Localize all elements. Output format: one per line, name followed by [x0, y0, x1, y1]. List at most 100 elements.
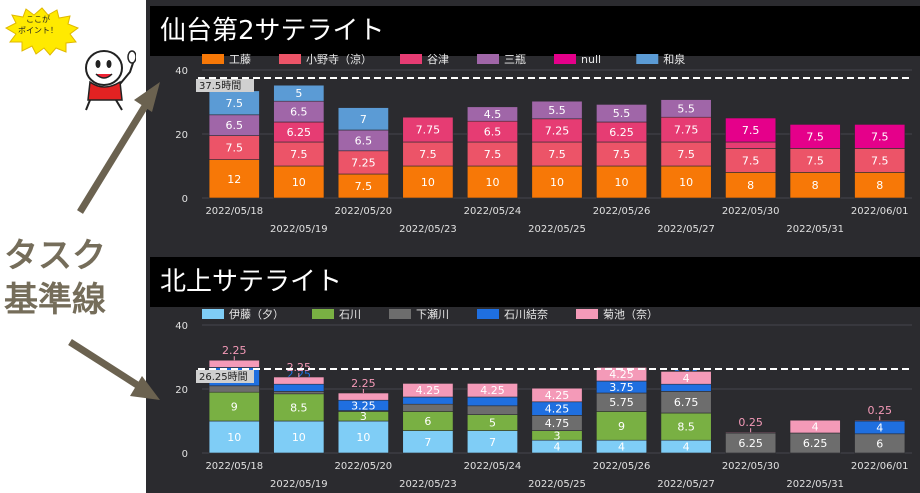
- bar-label-4-2: 6.5: [484, 126, 502, 139]
- bar-label-3-0: 7: [424, 436, 431, 449]
- bar-label-5-1: 3: [554, 429, 561, 442]
- bar-1-4: [273, 376, 325, 385]
- x-tick-label-8: 2022/05/30: [722, 461, 780, 472]
- bar-label-9-2: 6.25: [803, 437, 828, 450]
- bar-label-7-4: 4: [683, 372, 690, 385]
- bar-label-6-1: 7.5: [613, 148, 631, 161]
- legend-label-1: 小野寺（涼）: [306, 52, 372, 66]
- legend-swatch-5: [636, 54, 659, 64]
- bar-3-3: [402, 396, 454, 405]
- bar-10-4: [854, 419, 906, 422]
- legend-swatch-1: [312, 309, 334, 319]
- callout-text: ここが ポイント！: [18, 15, 58, 35]
- bar-label-10-4: 0.25: [867, 404, 892, 417]
- arrow-down-icon: [68, 339, 160, 400]
- x-tick-label-7: 2022/05/27: [657, 479, 715, 490]
- x-tick-label-2: 2022/05/20: [335, 206, 393, 217]
- bar-label-5-0: 10: [550, 176, 564, 189]
- x-tick-label-4: 2022/05/24: [464, 461, 522, 472]
- bar-label-7-1: 7.5: [677, 148, 695, 161]
- bar-label-1-4: 2.25: [287, 361, 312, 374]
- bar-2-4: [337, 392, 389, 401]
- bar-label-8-2: 6.25: [738, 437, 763, 450]
- x-tick-label-1: 2022/05/19: [270, 479, 328, 490]
- bar-label-5-0: 4: [554, 441, 561, 454]
- bar-8-4: [725, 117, 777, 143]
- legend-swatch-0: [202, 54, 224, 64]
- bar-0-1: [208, 391, 260, 422]
- bar-10-4: [854, 124, 906, 149]
- bar-label-5-2: 4.75: [545, 417, 570, 430]
- bar-label-6-3: 5.5: [613, 107, 631, 120]
- legend-swatch-4: [576, 309, 598, 319]
- legend-swatch-3: [477, 54, 499, 64]
- bar-label-10-0: 8: [876, 179, 883, 192]
- bar-label-4-3: 4.5: [484, 108, 502, 121]
- bar-4-2: [466, 405, 518, 415]
- bar-label-5-1: 7.5: [548, 148, 566, 161]
- bar-label-7-2: 7.75: [674, 124, 699, 137]
- x-tick-label-3: 2022/05/23: [399, 224, 457, 235]
- bar-7-3: [660, 99, 712, 118]
- bar-label-9-4: 7.5: [806, 130, 824, 143]
- y-tick-label-2: 40: [175, 321, 188, 332]
- x-tick-label-2: 2022/05/20: [335, 461, 393, 472]
- bar-label-4-0: 10: [485, 176, 499, 189]
- bar-label-2-0: 7.5: [355, 180, 373, 193]
- legend-swatch-4: [554, 54, 576, 64]
- bar-8-0: [725, 172, 777, 199]
- bar-label-2-0: 10: [356, 431, 370, 444]
- bar-0-2: [208, 385, 260, 393]
- bar-label-3-1: 7.5: [419, 148, 437, 161]
- bar-label-7-2: 6.75: [674, 396, 699, 409]
- bar-label-0-3: 6.5: [226, 119, 244, 132]
- x-tick-label-6: 2022/05/26: [593, 206, 651, 217]
- bar-label-8-4: 7.5: [742, 124, 760, 137]
- reference-label: 37.5時間: [199, 80, 241, 92]
- bar-6-1: [596, 141, 648, 167]
- bar-label-9-1: 7.5: [806, 154, 824, 167]
- bar-3-2: [402, 116, 454, 143]
- chart-sendai: 工藤 小野寺（涼） 谷津 三瓶 null 和泉 0 20 40 12 7.5 6.5 7.5 2022/0…: [175, 52, 912, 235]
- mascot-character-icon: [85, 50, 136, 111]
- bar-label-2-3: 3.25: [351, 399, 376, 412]
- bar-8-1: [725, 148, 777, 173]
- bar-6-0: [596, 165, 648, 199]
- bar-label-3-4: 4.25: [416, 384, 441, 397]
- bar-label-4-1: 5: [489, 417, 496, 430]
- bar-label-1-1: 7.5: [290, 148, 308, 161]
- x-tick-label-9: 2022/05/31: [786, 224, 844, 235]
- x-tick-label-4: 2022/05/24: [464, 206, 522, 217]
- reference-label: 26.25時間: [199, 371, 248, 383]
- bar-label-7-0: 10: [679, 176, 693, 189]
- bar-label-5-3: 4.25: [545, 403, 570, 416]
- bar-2-0: [337, 420, 389, 454]
- chart-title-sendai: 仙台第2サテライト: [150, 6, 920, 56]
- bar-label-0-0: 10: [227, 431, 241, 444]
- x-tick-label-0: 2022/05/18: [205, 461, 263, 472]
- legend-label-3: 三瓶: [504, 52, 526, 66]
- bar-label-3-0: 10: [421, 176, 435, 189]
- bar-label-8-0: 8: [747, 179, 754, 192]
- bar-label-2-1: 3: [360, 410, 367, 423]
- bar-7-4: [660, 371, 712, 385]
- y-tick-label-1: 20: [175, 130, 188, 141]
- legend-label-4: 菊池（奈）: [603, 307, 658, 321]
- bar-label-10-3: 4: [876, 421, 883, 434]
- y-tick-label-2: 40: [175, 66, 188, 77]
- bar-label-1-2: 6.25: [287, 126, 312, 139]
- pointer-arrows: [68, 82, 160, 400]
- bar-3-4: [402, 383, 454, 398]
- bar-1-0: [273, 165, 325, 199]
- bar-4-3: [466, 106, 518, 122]
- bar-9-4: [789, 419, 841, 434]
- bar-label-7-0: 4: [683, 441, 690, 454]
- bar-label-10-2: 6: [876, 437, 883, 450]
- bar-label-4-1: 7.5: [484, 148, 502, 161]
- bar-label-1-5: 5: [295, 87, 302, 100]
- bar-label-6-0: 10: [615, 176, 629, 189]
- bar-label-10-4: 7.5: [871, 130, 889, 143]
- chart-title-kitakami: 北上サテライト: [150, 257, 920, 307]
- legend-label-0: 伊藤（夕）: [229, 308, 284, 321]
- bar-5-3: [531, 100, 583, 120]
